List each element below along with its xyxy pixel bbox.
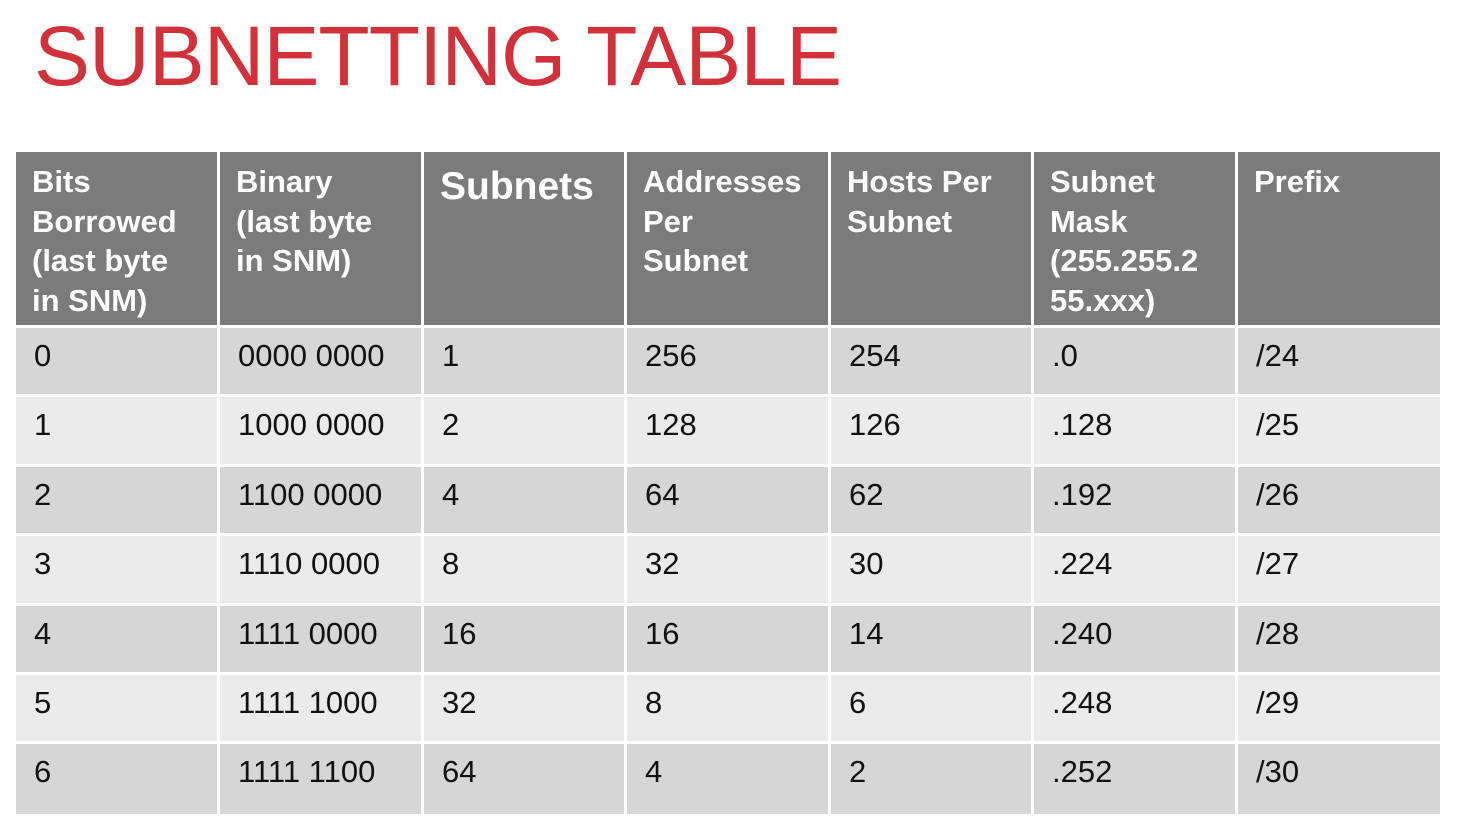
cell-addresses: 256 [627,328,831,398]
cell-prefix: /26 [1238,466,1440,537]
cell-subnet-mask: .252 [1034,744,1238,814]
subnetting-table: Bits Borrowed (last byte in SNM) Binary (las… [16,152,1440,814]
cell-subnets: 16 [424,605,627,675]
cell-prefix: /28 [1238,605,1440,675]
table-row: 5 1111 1000 32 8 6 .248 /29 [16,674,1440,745]
cell-addresses: 8 [627,674,831,745]
cell-prefix: /24 [1238,328,1440,398]
cell-bits-borrowed: 3 [16,536,220,606]
cell-binary: 1100 0000 [220,466,424,537]
cell-binary: 1111 1000 [220,674,424,745]
table-header-row: Bits Borrowed (last byte in SNM) Binary (las… [16,152,1440,328]
header-prefix: Prefix [1238,152,1440,328]
cell-hosts: 126 [831,397,1034,467]
cell-subnet-mask: .248 [1034,674,1238,745]
cell-subnet-mask: .240 [1034,605,1238,675]
cell-binary: 1000 0000 [220,397,424,467]
cell-hosts: 2 [831,744,1034,814]
cell-hosts: 30 [831,536,1034,606]
header-binary: Binary (last byte in SNM) [220,152,424,328]
cell-bits-borrowed: 6 [16,744,220,814]
cell-bits-borrowed: 4 [16,605,220,675]
cell-addresses: 128 [627,397,831,467]
cell-binary: 1111 1100 [220,744,424,814]
cell-binary: 1111 0000 [220,605,424,675]
cell-prefix: /29 [1238,674,1440,745]
cell-subnets: 1 [424,328,627,398]
cell-subnets: 8 [424,536,627,606]
cell-subnets: 2 [424,397,627,467]
header-addresses-per-subnet: Addresses Per Subnet [627,152,831,328]
cell-subnets: 64 [424,744,627,814]
cell-subnet-mask: .224 [1034,536,1238,606]
cell-prefix: /27 [1238,536,1440,606]
cell-binary: 0000 0000 [220,328,424,398]
cell-hosts: 6 [831,674,1034,745]
cell-addresses: 64 [627,466,831,537]
cell-hosts: 14 [831,605,1034,675]
table-row: 0 0000 0000 1 256 254 .0 /24 [16,328,1440,398]
cell-subnets: 32 [424,674,627,745]
cell-subnet-mask: .192 [1034,466,1238,537]
cell-hosts: 62 [831,466,1034,537]
table-row: 4 1111 0000 16 16 14 .240 /28 [16,605,1440,675]
cell-subnets: 4 [424,466,627,537]
table-row: 2 1100 0000 4 64 62 .192 /26 [16,466,1440,537]
cell-addresses: 16 [627,605,831,675]
cell-bits-borrowed: 1 [16,397,220,467]
cell-bits-borrowed: 2 [16,466,220,537]
cell-bits-borrowed: 5 [16,674,220,745]
header-subnet-mask: Subnet Mask (255.255.2 55.xxx) [1034,152,1238,328]
cell-subnet-mask: .0 [1034,328,1238,398]
header-subnets: Subnets [424,152,627,328]
table-row: 1 1000 0000 2 128 126 .128 /25 [16,397,1440,467]
cell-addresses: 4 [627,744,831,814]
cell-binary: 1110 0000 [220,536,424,606]
cell-subnet-mask: .128 [1034,397,1238,467]
cell-addresses: 32 [627,536,831,606]
table-row: 3 1110 0000 8 32 30 .224 /27 [16,536,1440,606]
cell-prefix: /30 [1238,744,1440,814]
header-hosts-per-subnet: Hosts Per Subnet [831,152,1034,328]
header-bits-borrowed: Bits Borrowed (last byte in SNM) [16,152,220,328]
page-title: SUBNETTING TABLE [34,9,842,103]
table-row: 6 1111 1100 64 4 2 .252 /30 [16,744,1440,814]
cell-prefix: /25 [1238,397,1440,467]
cell-hosts: 254 [831,328,1034,398]
cell-bits-borrowed: 0 [16,328,220,398]
